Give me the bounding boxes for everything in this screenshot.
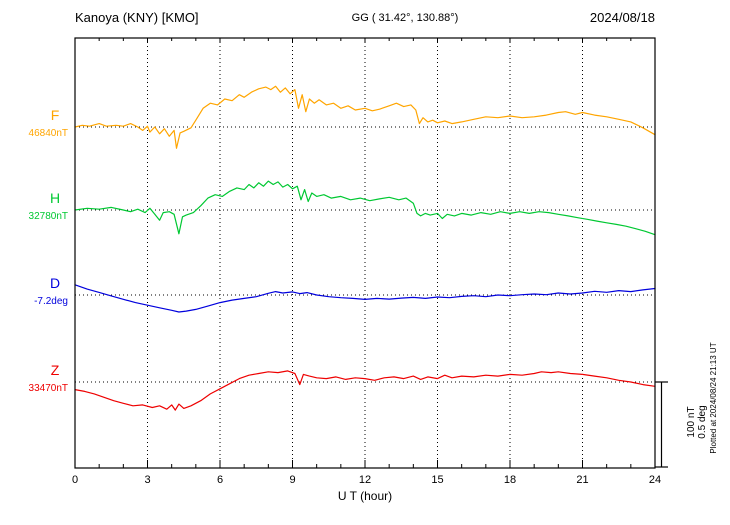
series-label-z: Z <box>51 362 60 378</box>
series-value-f: 46840nT <box>29 128 68 139</box>
svg-text:9: 9 <box>289 474 295 486</box>
station-coordinates: GG ( 31.42°, 130.88°) <box>352 12 459 24</box>
svg-text:24: 24 <box>649 474 661 486</box>
series-label-d: D <box>50 275 60 291</box>
page-title: Kanoya (KNY) [KMO] <box>75 10 199 25</box>
series-value-z: 33470nT <box>29 383 68 394</box>
svg-text:21: 21 <box>576 474 588 486</box>
svg-text:3: 3 <box>144 474 150 486</box>
svg-text:12: 12 <box>359 474 371 486</box>
series-value-h: 32780nT <box>29 211 68 222</box>
grid-lines <box>75 38 655 468</box>
plot-date: 2024/08/18 <box>590 10 655 25</box>
data-traces <box>74 85 656 411</box>
svg-text:18: 18 <box>504 474 516 486</box>
svg-text:15: 15 <box>431 474 443 486</box>
scale-nt-label: 100 nT <box>686 406 697 437</box>
series-label-h: H <box>50 190 60 206</box>
x-axis-label: U T (hour) <box>338 489 392 503</box>
scale-bar <box>655 381 668 468</box>
scale-deg-label: 0.5 deg <box>697 405 708 438</box>
plot-frame <box>74 37 656 469</box>
svg-text:0: 0 <box>72 474 78 486</box>
series-label-f: F <box>51 107 60 123</box>
x-tick-labels: 0 3 6 9 12 15 18 21 24 <box>72 474 661 486</box>
plotted-at-note: Plotted at 2024/08/24 21:13 UT <box>709 342 718 453</box>
svg-text:6: 6 <box>217 474 223 486</box>
series-value-d: -7.2deg <box>34 296 68 307</box>
